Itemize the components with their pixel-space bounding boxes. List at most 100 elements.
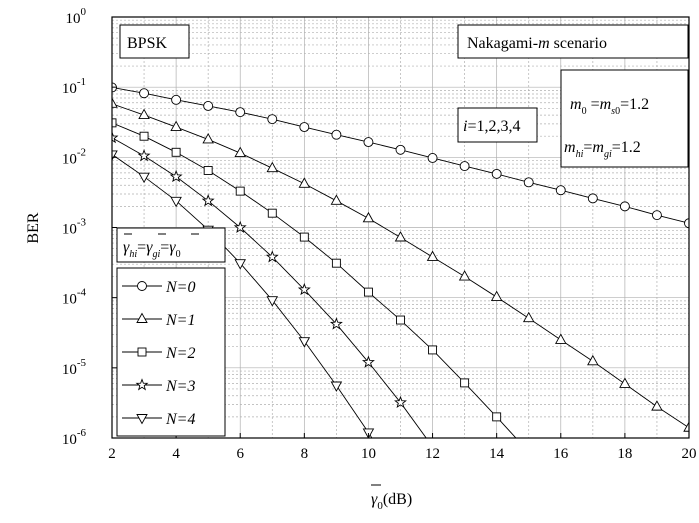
data-point xyxy=(171,94,182,105)
data-point xyxy=(330,194,343,205)
data-point xyxy=(396,481,406,490)
data-point xyxy=(490,290,503,302)
x-tick-label: 14 xyxy=(489,446,505,462)
data-point xyxy=(112,118,117,128)
data-point xyxy=(362,211,375,223)
legend-marker xyxy=(136,312,148,323)
x-tick-label: 8 xyxy=(301,446,309,462)
data-point xyxy=(267,208,277,218)
data-point xyxy=(523,177,534,188)
m-params-line2: mhi=mgi=1.2 xyxy=(564,139,641,160)
data-point xyxy=(138,108,150,120)
data-point xyxy=(329,317,343,330)
data-point xyxy=(298,177,311,188)
y-tick-label: 100 xyxy=(66,6,87,27)
data-point xyxy=(587,354,599,366)
series-n-4 xyxy=(112,150,406,490)
series-layer xyxy=(112,82,689,490)
legend-label: N=1 xyxy=(165,312,195,329)
data-point xyxy=(460,378,470,388)
y-tick-label: 10-6 xyxy=(62,427,87,448)
y-axis-label: BER xyxy=(25,212,42,243)
legend-label: N=3 xyxy=(165,378,195,395)
data-point xyxy=(235,186,245,196)
x-tick-label: 16 xyxy=(553,446,569,462)
data-point xyxy=(395,144,406,155)
legend-item: N=0 xyxy=(122,279,195,296)
data-point xyxy=(361,355,375,368)
series-n-0 xyxy=(112,82,689,229)
data-point xyxy=(170,120,182,132)
legend-marker xyxy=(137,281,147,291)
data-point xyxy=(234,259,246,270)
data-point xyxy=(363,137,374,148)
data-point xyxy=(363,287,373,297)
x-tick-label: 10 xyxy=(361,446,376,462)
data-point xyxy=(203,166,213,175)
legend-label: N=4 xyxy=(165,411,195,428)
data-point xyxy=(522,311,535,323)
legend-marker xyxy=(137,347,147,357)
data-point xyxy=(525,448,533,456)
legend-item: N=1 xyxy=(122,312,195,329)
data-point xyxy=(171,147,181,157)
series-line xyxy=(112,122,517,438)
series-n-3 xyxy=(112,130,427,438)
data-point xyxy=(394,395,407,409)
series-n-1 xyxy=(112,97,689,432)
index-box: i=1,2,3,4 xyxy=(457,107,538,143)
data-point xyxy=(651,400,663,411)
x-tick-label: 20 xyxy=(682,446,697,462)
legend: N=0 N=1 N=2 N=3 N=4 xyxy=(116,267,226,437)
data-point xyxy=(331,258,341,268)
legend-label: N=0 xyxy=(165,279,195,296)
y-tick-label: 10-2 xyxy=(62,146,86,167)
snr-relation-box: γhi=γgi=γ0 xyxy=(116,227,226,263)
data-point xyxy=(683,421,689,432)
data-point xyxy=(266,161,279,173)
data-point xyxy=(201,194,215,207)
data-point xyxy=(427,152,438,163)
data-point xyxy=(265,250,279,263)
scenario-label: Nakagami-m scenario xyxy=(467,35,607,52)
x-tick-label: 6 xyxy=(236,446,244,462)
m-params-box: m0 =ms0=1.2 mhi=mgi=1.2 xyxy=(560,69,689,168)
data-point xyxy=(112,130,119,144)
scenario-box: Nakagami-m scenario xyxy=(457,24,689,59)
y-tick-label: 10-5 xyxy=(62,357,87,378)
data-point xyxy=(202,132,214,144)
bpsk-label: BPSK xyxy=(127,35,167,52)
data-point xyxy=(492,412,502,422)
data-point xyxy=(299,232,309,242)
data-point xyxy=(619,201,630,212)
data-point xyxy=(426,250,439,261)
data-point xyxy=(458,270,471,281)
data-point xyxy=(266,296,279,307)
data-point xyxy=(137,149,151,162)
data-point xyxy=(169,169,183,183)
data-point xyxy=(587,193,598,204)
legend-marker xyxy=(136,414,148,425)
legend-label: N=2 xyxy=(165,345,195,362)
data-point xyxy=(139,88,150,99)
data-point xyxy=(203,100,214,111)
data-point xyxy=(619,377,631,388)
data-point xyxy=(555,185,566,196)
data-point xyxy=(112,97,118,108)
data-point xyxy=(331,129,342,140)
legend-item: N=2 xyxy=(122,345,195,362)
x-tick-label: 18 xyxy=(617,446,632,462)
data-point xyxy=(459,161,470,172)
x-axis-label: γ0(dB) xyxy=(371,484,412,512)
data-point xyxy=(298,337,311,348)
data-point xyxy=(428,345,438,355)
data-point xyxy=(139,131,149,141)
x-tick-label: 12 xyxy=(425,446,440,462)
m-params-line1: m0 =ms0=1.2 xyxy=(570,96,649,117)
data-point xyxy=(170,196,182,208)
y-tick-label: 10-4 xyxy=(62,287,87,308)
legend-marker xyxy=(135,378,149,391)
data-point xyxy=(234,146,246,158)
data-point xyxy=(394,231,407,242)
